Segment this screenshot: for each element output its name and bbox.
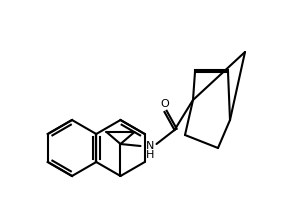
- Text: O: O: [160, 99, 169, 109]
- Text: N: N: [146, 141, 155, 151]
- Text: H: H: [146, 150, 155, 160]
